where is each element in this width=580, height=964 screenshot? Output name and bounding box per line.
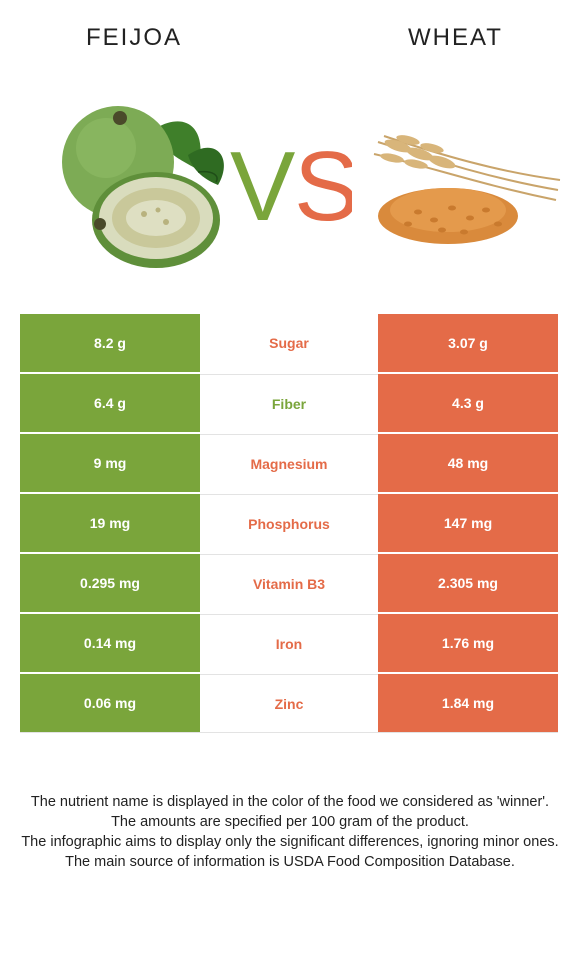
- nutrient-comparison-table: 8.2 g Sugar 3.07 g 6.4 g Fiber 4.3 g 9 m…: [20, 314, 558, 735]
- footnote: The main source of information is USDA F…: [65, 854, 515, 870]
- feijoa-value: 9 mg: [20, 434, 200, 492]
- nutrient-name: Iron: [200, 614, 378, 672]
- vs-letter-v: V: [230, 146, 295, 224]
- footnote: The nutrient name is displayed in the co…: [30, 794, 550, 810]
- wheat-value: 2.305 mg: [378, 554, 558, 612]
- footnotes: The nutrient name is displayed in the co…: [20, 792, 560, 872]
- feijoa-value: 8.2 g: [20, 314, 200, 372]
- feijoa-value: 6.4 g: [20, 374, 200, 432]
- table-row: 9 mg Magnesium 48 mg: [20, 434, 558, 492]
- wheat-value: 48 mg: [378, 434, 558, 492]
- footnote: The amounts are specified per 100 gram o…: [111, 814, 469, 830]
- table-row: 0.14 mg Iron 1.76 mg: [20, 614, 558, 672]
- table-row: 0.06 mg Zinc 1.84 mg: [20, 674, 558, 733]
- table-row: 8.2 g Sugar 3.07 g: [20, 314, 558, 372]
- nutrient-name: Phosphorus: [200, 494, 378, 552]
- food-title-wheat: WHEAT: [408, 24, 503, 51]
- wheat-value: 3.07 g: [378, 314, 558, 372]
- nutrient-name: Fiber: [200, 374, 378, 432]
- vs-mark: V S: [230, 146, 352, 224]
- feijoa-value: 19 mg: [20, 494, 200, 552]
- feijoa-value: 0.295 mg: [20, 554, 200, 612]
- nutrient-name: Magnesium: [200, 434, 378, 492]
- wheat-grain-illustration: [373, 135, 561, 244]
- footnote: The infographic aims to display only the…: [21, 834, 559, 850]
- wheat-value: 1.76 mg: [378, 614, 558, 672]
- vs-letter-s: S: [294, 146, 352, 224]
- table-row: 19 mg Phosphorus 147 mg: [20, 494, 558, 552]
- wheat-value: 1.84 mg: [378, 674, 558, 732]
- feijoa-value: 0.14 mg: [20, 614, 200, 672]
- nutrient-name: Sugar: [200, 314, 378, 372]
- table-row: 0.295 mg Vitamin B3 2.305 mg: [20, 554, 558, 612]
- feijoa-fruit-illustration: [62, 106, 224, 268]
- nutrient-name: Vitamin B3: [200, 554, 378, 612]
- food-title-feijoa: FEIJOA: [86, 24, 183, 51]
- wheat-value: 4.3 g: [378, 374, 558, 432]
- feijoa-value: 0.06 mg: [20, 674, 200, 732]
- wheat-value: 147 mg: [378, 494, 558, 552]
- table-row: 6.4 g Fiber 4.3 g: [20, 374, 558, 432]
- nutrient-name: Zinc: [200, 674, 378, 732]
